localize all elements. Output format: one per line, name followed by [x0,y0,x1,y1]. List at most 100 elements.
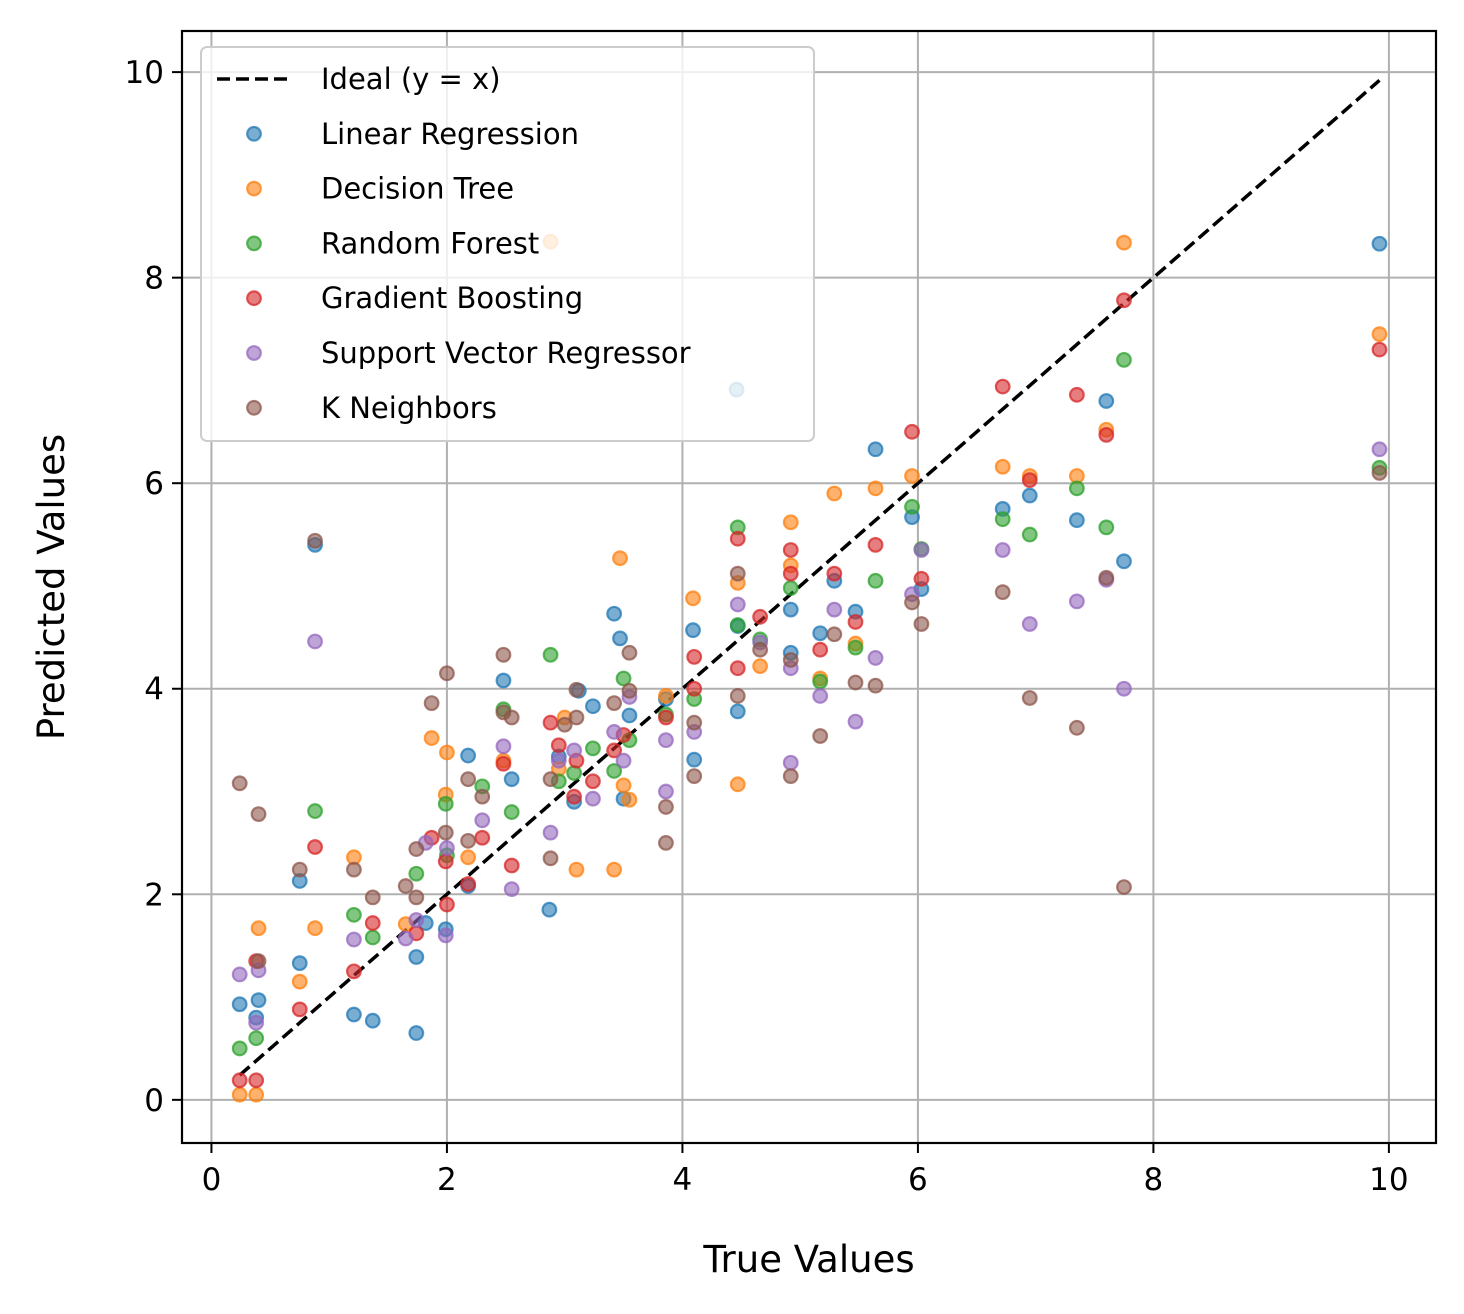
data-point [542,714,559,731]
data-point [550,737,567,754]
data-point [904,468,920,484]
data-point [782,542,799,558]
data-point [542,771,559,788]
data-point [460,849,477,866]
data-point [1068,480,1085,497]
data-point [568,709,585,726]
data-point [685,590,701,607]
data-point [847,713,864,730]
data-point [1371,341,1388,358]
data-point [812,728,829,744]
data-point [585,790,601,807]
data-point [495,672,512,689]
data-point [782,768,799,785]
data-point [904,423,920,440]
data-point [1021,526,1038,543]
x-tick-label: 0 [202,1162,222,1198]
data-point [615,670,632,687]
data-point [364,1012,381,1029]
data-point [503,881,520,898]
y-tick-label: 8 [144,261,164,297]
legend-frame [200,46,815,442]
data-point [408,841,425,857]
data-point [231,966,248,983]
x-tick-label: 6 [908,1162,928,1198]
data-point [307,633,323,650]
data-point [1021,616,1038,632]
data-point [566,742,582,759]
y-tick-label: 4 [144,672,164,708]
data-point [460,876,477,892]
data-point [729,776,746,793]
data-point [550,752,567,769]
data-point [904,498,920,515]
data-point [1098,393,1115,409]
data-point [364,915,381,931]
data-point [826,485,843,502]
data-point [658,799,674,815]
data-point [408,889,425,906]
data-point [729,530,746,547]
data-point [231,1072,248,1089]
data-point [1371,326,1388,343]
data-point [474,812,491,829]
legend-marker [246,235,262,252]
data-point [606,605,623,622]
axis-ticks: 0 2 4 6 8 10 0 2 4 6 8 10 [125,55,1409,1198]
data-point [729,688,746,704]
data-point [439,840,455,856]
data-point [729,703,746,720]
data-point [847,639,864,656]
data-point [1068,512,1085,529]
data-point [291,955,308,972]
data-point [231,1086,248,1103]
data-point [867,441,884,458]
legend-label: Support Vector Regressor [321,336,691,370]
data-point [867,480,884,497]
data-point [585,740,601,757]
legend-label: K Neighbors [321,391,497,425]
plot-area-frame [180,29,1438,1145]
data-point [566,788,582,805]
data-point [1116,553,1132,570]
data-point [566,765,582,781]
x-tick-label: 4 [673,1162,693,1198]
data-point [612,550,628,567]
data-point [474,788,491,805]
data-point [585,773,601,790]
x-tick-label: 8 [1144,1162,1164,1198]
data-point [397,930,414,947]
data-point [729,565,746,582]
data-point [307,920,323,937]
data-point [812,688,829,704]
data-point [621,644,638,661]
data-point [460,771,477,788]
data-point [437,927,454,944]
data-point [782,601,799,618]
data-point [782,754,799,771]
legend-ideal-label: Ideal (y = x) [321,62,501,96]
data-point [495,738,512,755]
data-point [1116,680,1132,697]
data-point [752,641,769,658]
y-tick-label: 2 [144,877,164,913]
data-point [568,681,585,698]
data-point [1371,465,1388,481]
data-point [556,716,573,733]
legend-label: Linear Regression [321,117,579,151]
data-point [867,650,884,666]
data-point [612,630,628,647]
data-point [542,646,559,663]
data-point [439,744,455,761]
data-point [782,652,799,668]
legend: Ideal (y = x) Linear Regression Decision T… [200,46,815,442]
data-point [248,1086,265,1103]
data-point [423,730,440,746]
data-point [1098,569,1115,586]
data-point [1098,519,1115,536]
data-point [495,646,512,663]
x-axis-label: True Values [702,1238,914,1281]
data-points [231,233,1388,1103]
series-5 [231,441,1388,1031]
legend-label: Decision Tree [321,172,514,206]
